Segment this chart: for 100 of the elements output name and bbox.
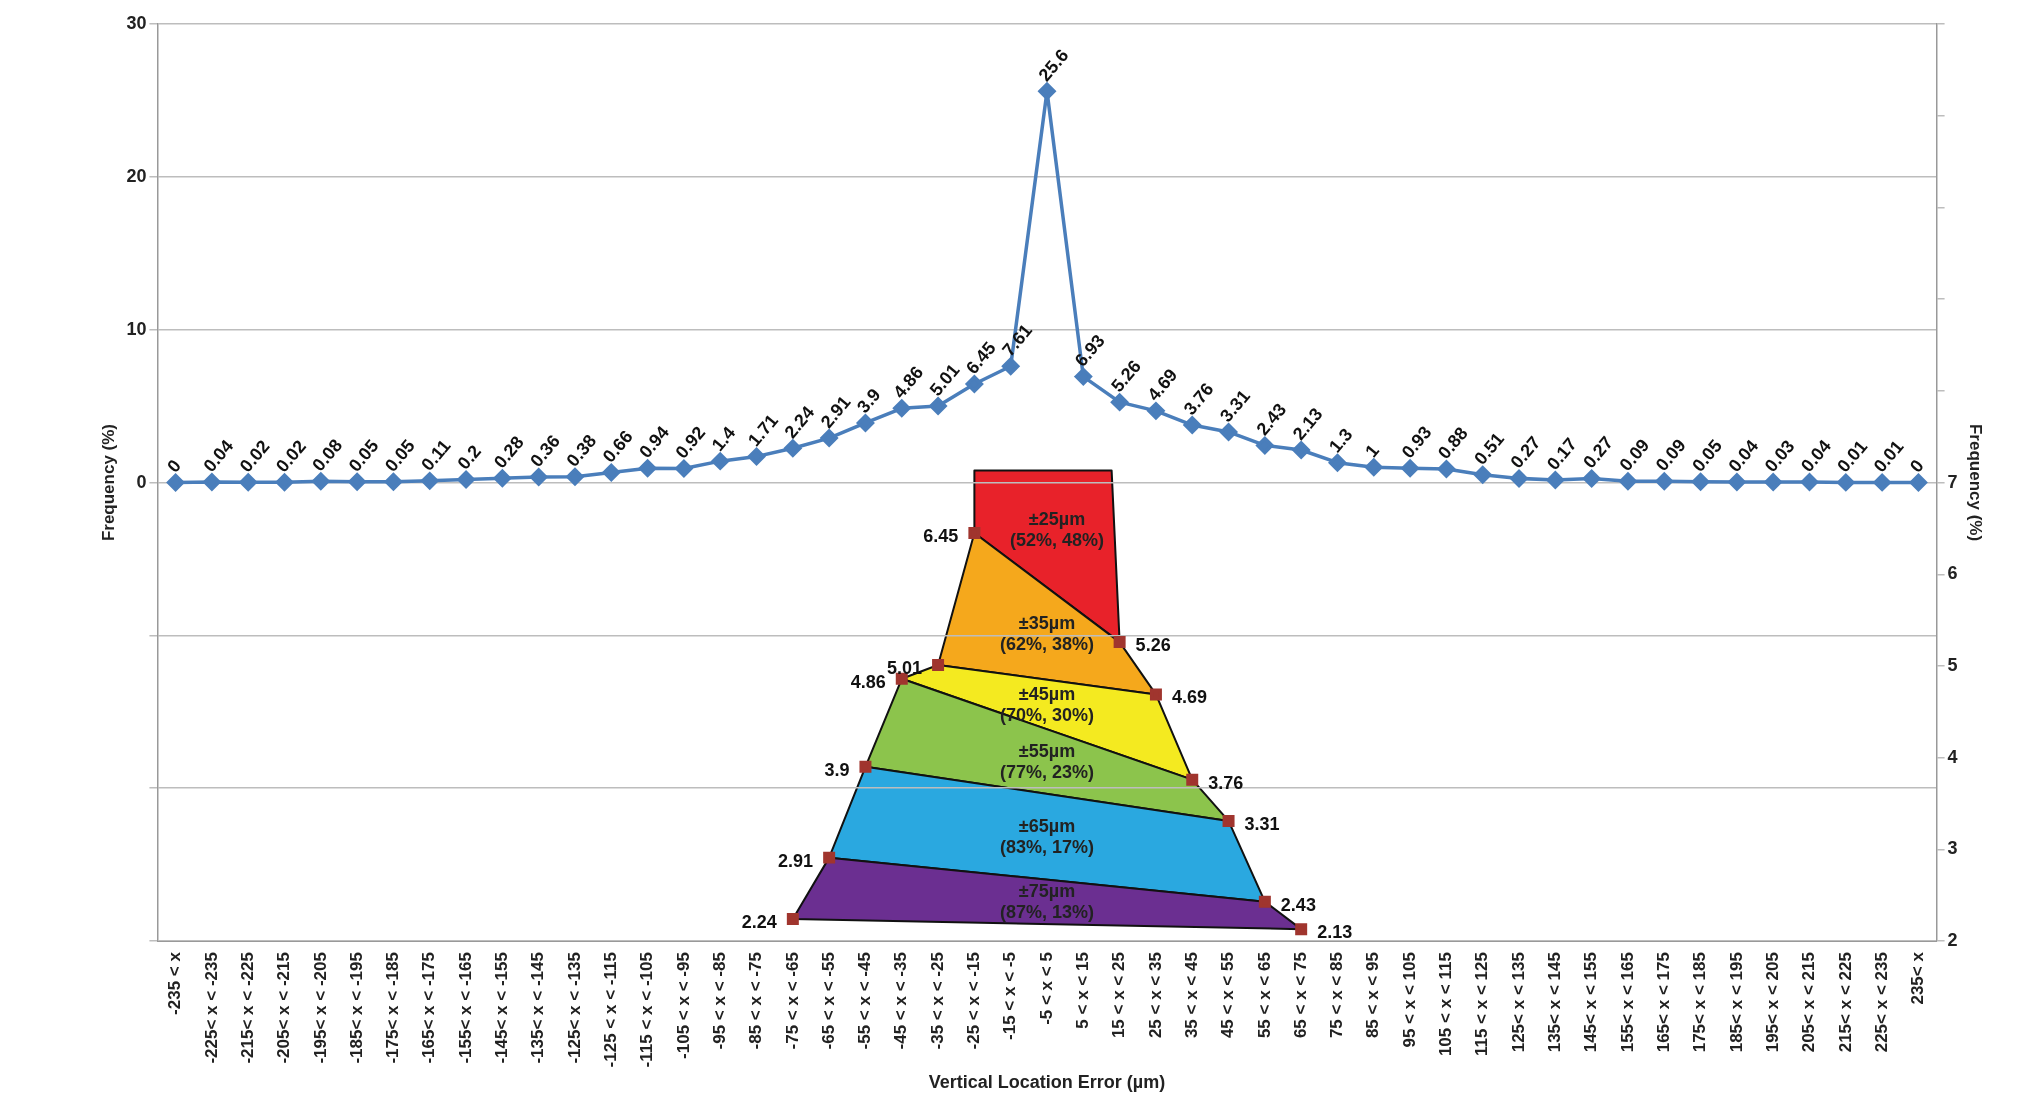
data-label: 5.01 xyxy=(887,658,923,679)
x-tick-label: 65 < x < 75 xyxy=(1290,952,1310,1039)
annotation: ±45µm (70%, 30%) xyxy=(999,683,1095,725)
data-label: 1.4 xyxy=(707,422,740,455)
point xyxy=(1510,469,1528,488)
point xyxy=(166,473,185,492)
point xyxy=(1800,473,1819,491)
point xyxy=(529,468,548,486)
point xyxy=(1149,688,1162,701)
point xyxy=(1222,814,1235,827)
x-tick-label: 115 < x < 125 xyxy=(1472,952,1492,1057)
annotation: ±25µm (52%, 48%) xyxy=(1009,508,1105,550)
point xyxy=(602,463,621,482)
point xyxy=(823,851,836,864)
point xyxy=(420,472,439,490)
data-label: 0 xyxy=(1905,455,1928,477)
x-tick-label: -75 < x < -65 xyxy=(782,952,802,1050)
point xyxy=(968,526,981,539)
x-tick-label: -165< x < -175 xyxy=(419,952,439,1064)
x-tick-label: -155< x < -165 xyxy=(455,952,475,1064)
x-tick-label: -195< x < -205 xyxy=(310,952,330,1064)
point xyxy=(1001,357,1020,375)
x-tick-label: 25 < x < 35 xyxy=(1145,952,1165,1039)
x-tick-label: -95 < x < -85 xyxy=(709,952,729,1050)
point xyxy=(1401,459,1419,478)
point xyxy=(1074,367,1093,386)
point xyxy=(1873,473,1891,492)
point xyxy=(1437,460,1456,478)
point xyxy=(1655,472,1674,490)
y-tick-label: 10 xyxy=(126,318,147,339)
x-tick-label: 45 < x < 55 xyxy=(1218,952,1238,1039)
point xyxy=(1186,773,1199,786)
y2-tick-label: 7 xyxy=(1947,471,1958,492)
point xyxy=(1619,472,1637,490)
point xyxy=(1909,473,1928,492)
point xyxy=(932,659,945,672)
point xyxy=(239,473,257,491)
y2-tick-label: 5 xyxy=(1947,654,1958,675)
x-tick-label: 195< x < 205 xyxy=(1762,952,1782,1053)
data-label: 4.86 xyxy=(850,671,886,692)
x-tick-label: -35 < x < -25 xyxy=(927,952,947,1050)
point xyxy=(1546,471,1565,489)
x-tick-label: -205< x < -215 xyxy=(274,952,294,1064)
data-label: 2.13 xyxy=(1317,922,1353,943)
point xyxy=(384,473,403,491)
x-tick-label: -145< x < -155 xyxy=(492,952,512,1064)
x-tick-label: -235 < x xyxy=(165,951,185,1015)
x-tick-label: 185< x < 195 xyxy=(1726,952,1746,1053)
y-tick-label: 30 xyxy=(126,12,147,33)
point xyxy=(1183,416,1201,434)
y2-tick-label: 3 xyxy=(1947,838,1958,859)
data-label: 0 xyxy=(163,455,185,477)
data-label: 2.24 xyxy=(741,912,777,933)
annotation: ±55µm (77%, 23%) xyxy=(999,741,1095,783)
y2-tick-label: 2 xyxy=(1947,930,1958,951)
point xyxy=(1764,473,1782,491)
x-tick-label: -85 < x < -75 xyxy=(746,952,766,1050)
point xyxy=(675,459,693,478)
x-tick-label: -125< x < -135 xyxy=(564,952,584,1064)
point xyxy=(457,470,475,489)
point xyxy=(1038,82,1056,100)
x-tick-label: 5 < x < 15 xyxy=(1073,952,1092,1029)
point xyxy=(1219,423,1238,441)
x-tick-label: 105 < x < 115 xyxy=(1436,952,1456,1057)
x-tick-label: -55 < x < -45 xyxy=(855,952,875,1050)
point xyxy=(1147,402,1165,420)
point xyxy=(566,467,584,486)
x-tick-label: 95 < x < 105 xyxy=(1399,952,1419,1048)
point xyxy=(1582,469,1601,488)
x-tick-label: 145< x < 155 xyxy=(1581,952,1601,1053)
x-tick-label: 75 < x < 85 xyxy=(1327,952,1347,1039)
x-axis-title: Vertical Location Error (µm) xyxy=(928,1072,1166,1093)
x-tick-label: -125 < x < -115 xyxy=(600,952,620,1068)
x-tick-label: -135< x < -145 xyxy=(528,952,548,1064)
y-axis-title: Frequency (%) xyxy=(98,423,118,542)
point xyxy=(203,473,221,491)
point xyxy=(747,447,766,466)
data-label: 0.2 xyxy=(453,441,485,474)
point xyxy=(893,399,911,418)
x-tick-label: -15 < x < -5 xyxy=(1000,952,1020,1040)
x-tick-label: 15 < x < 25 xyxy=(1109,952,1129,1039)
point xyxy=(638,459,657,477)
point xyxy=(786,913,799,926)
x-tick-label: 155< x < 165 xyxy=(1617,952,1637,1053)
point xyxy=(859,760,872,773)
y2-tick-label: 6 xyxy=(1947,563,1958,584)
x-tick-label: -105 < x < -95 xyxy=(673,952,693,1059)
x-tick-label: -215< x < -225 xyxy=(237,952,257,1064)
point xyxy=(1691,473,1710,491)
y2-axis-title: Frequency (%) xyxy=(1966,423,1986,542)
annotation: ±65µm (83%, 17%) xyxy=(999,816,1095,858)
x-tick-label: -175< x < -185 xyxy=(383,952,403,1064)
x-tick-label: 215< x < 225 xyxy=(1835,952,1855,1053)
x-tick-label: -115 < x < -105 xyxy=(637,952,657,1068)
point xyxy=(856,414,875,432)
point xyxy=(275,473,294,491)
data-label: 3.9 xyxy=(824,759,850,780)
point xyxy=(1328,453,1347,472)
x-tick-label: 55 < x < 65 xyxy=(1254,952,1274,1039)
data-label: 4.69 xyxy=(1171,687,1207,708)
